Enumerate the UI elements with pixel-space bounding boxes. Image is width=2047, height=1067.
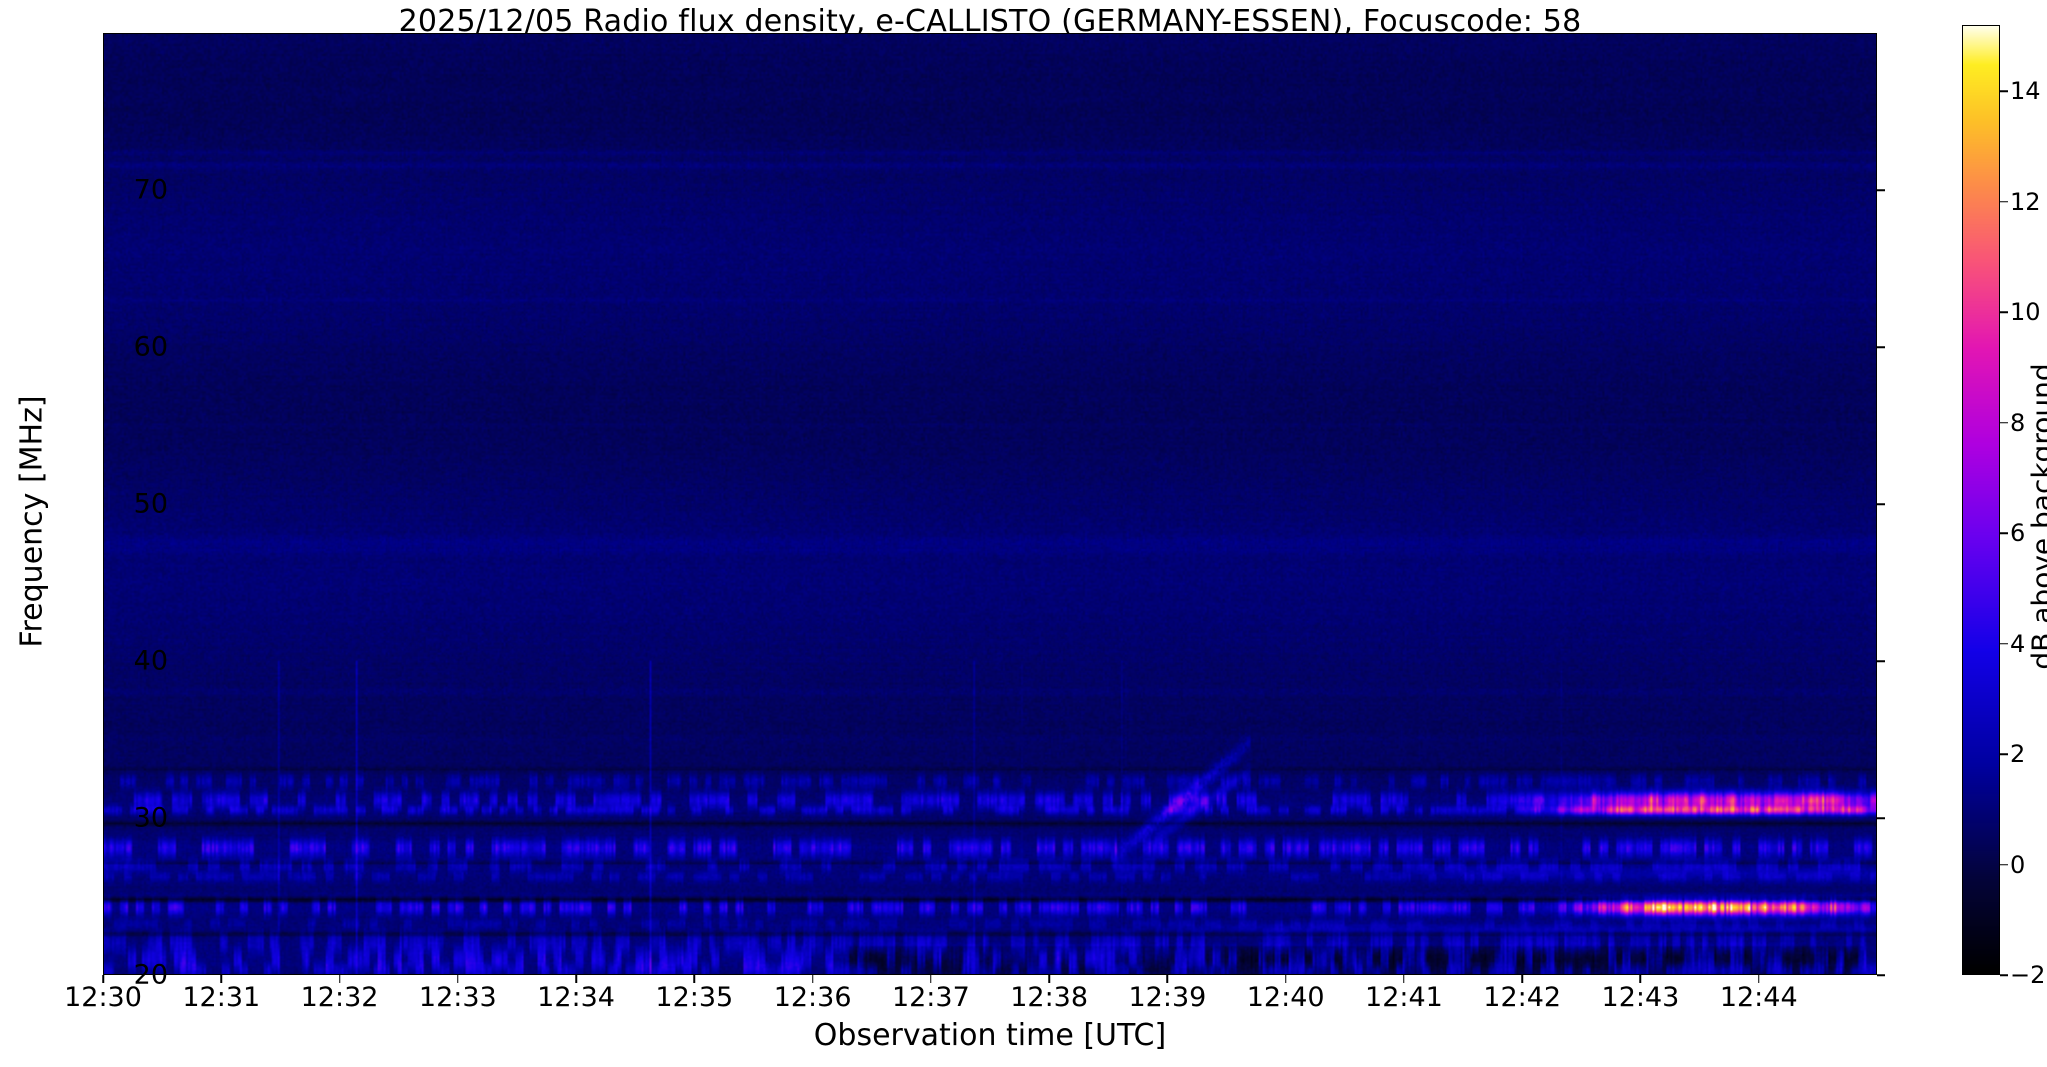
colorbar-tick-mark [2000,642,2008,645]
x-tick-mark [1521,975,1523,983]
spectrogram-image [104,34,1876,974]
colorbar-tick-label: 14 [2010,77,2041,106]
x-tick-mark [693,975,696,983]
colorbar-tick-label: 0 [2010,850,2026,879]
y-tick-label: 20 [133,959,168,991]
x-tick-label: 12:36 [773,982,852,1013]
x-tick-label: 12:34 [537,982,615,1013]
colorbar-tick-label: 4 [2010,629,2026,658]
colorbar-tick-mark [2000,532,2008,534]
x-tick-mark [220,975,223,983]
y-tick-label: 40 [133,645,168,677]
x-tick-label: 12:35 [655,982,734,1013]
y-tick-mark [1877,974,1885,976]
colorbar [1962,25,2000,975]
colorbar-tick-label: 2 [2010,740,2026,769]
x-tick-mark [1403,975,1405,983]
x-tick-label: 12:39 [1128,982,1207,1013]
y-tick-label: 60 [133,331,168,363]
colorbar-tick-label: 8 [2010,408,2026,437]
colorbar-tick-mark [2000,200,2008,203]
x-tick-mark [811,975,814,983]
x-tick-label: 12:33 [418,982,497,1013]
colorbar-tick-mark [2000,311,2008,313]
x-tick-label: 12:38 [1010,982,1089,1013]
x-tick-label: 12:43 [1601,982,1680,1013]
y-tick-mark [1877,817,1885,819]
y-tick-label: 50 [133,488,168,520]
colorbar-tick-label: 12 [2010,187,2041,216]
spectrogram-frame [103,33,1877,975]
x-tick-label: 12:41 [1365,982,1443,1013]
colorbar-tick-mark [2000,421,2008,424]
x-tick-label: 12:40 [1246,982,1325,1013]
y-tick-mark [1877,189,1885,191]
x-tick-label: 12:44 [1719,982,1798,1013]
colorbar-tick-mark [2000,753,2008,755]
x-tick-mark [1639,975,1642,983]
x-axis-label: Observation time [UTC] [813,1018,1167,1053]
colorbar-tick-label: −2 [2010,961,2046,989]
x-tick-label: 12:30 [64,982,142,1013]
colorbar-tick-mark [2000,863,2008,866]
x-tick-mark [338,975,341,983]
colorbar-tick-mark [2000,974,2008,976]
y-tick-mark [1877,346,1885,348]
colorbar-tick-mark [2000,90,2008,93]
x-tick-mark [102,975,104,983]
x-tick-mark [1166,975,1169,983]
y-tick-mark [1877,660,1885,662]
colorbar-tick-label: 6 [2010,519,2026,548]
y-axis-label: Frequency [MHz] [14,395,50,648]
y-tick-label: 70 [133,174,168,206]
x-tick-label: 12:31 [182,982,261,1013]
x-tick-mark [457,975,459,983]
colorbar-label: dB above background [2025,363,2047,670]
x-tick-mark [1284,975,1287,983]
x-tick-mark [1048,975,1050,983]
x-tick-label: 12:42 [1483,982,1562,1013]
x-tick-label: 12:37 [891,982,970,1013]
colorbar-tick-label: 10 [2010,298,2041,327]
x-tick-mark [1757,975,1760,983]
y-tick-mark [1877,503,1885,505]
x-tick-mark [930,975,932,983]
spectrogram-plot-area [103,33,1877,975]
y-tick-label: 30 [133,802,168,834]
colorbar-gradient [1963,26,1999,974]
x-tick-mark [575,975,577,983]
x-tick-label: 12:32 [300,982,379,1013]
